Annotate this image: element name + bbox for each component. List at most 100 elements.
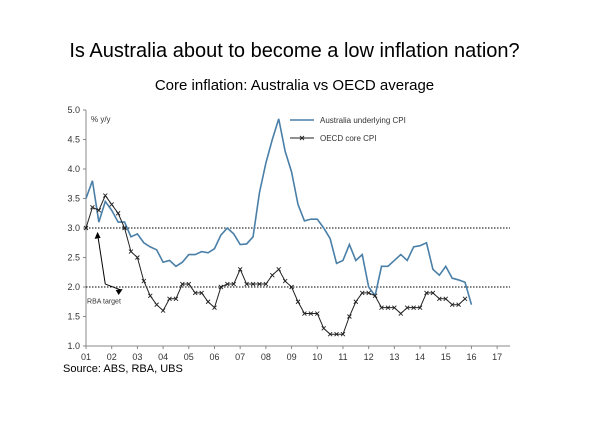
data-point-oecd [173, 296, 179, 302]
x-tick-label: 12 [364, 352, 374, 362]
data-point-oecd [147, 293, 153, 299]
data-point-oecd [430, 290, 436, 296]
chart-title: Is Australia about to become a low infla… [69, 40, 520, 62]
data-point-oecd [205, 299, 211, 305]
x-tick-label: 02 [107, 352, 117, 362]
data-point-oecd [456, 302, 461, 308]
data-point-oecd [237, 266, 243, 272]
data-point-oecd [392, 305, 397, 310]
data-point-oecd [366, 290, 371, 296]
data-point-oecd [269, 272, 275, 278]
annotation-arrowhead [94, 231, 101, 239]
data-point-oecd [102, 193, 108, 198]
x-tick-label: 17 [492, 352, 502, 362]
source-note: Source: ABS, RBA, UBS [63, 363, 183, 375]
data-point-oecd [186, 281, 192, 287]
data-point-oecd [353, 299, 359, 305]
data-point-oecd [372, 293, 378, 299]
data-point-oecd [308, 311, 314, 316]
data-point-oecd [180, 281, 185, 287]
data-point-oecd [295, 299, 301, 305]
y-tick-label: 4.0 [67, 164, 80, 174]
data-point-oecd [96, 207, 102, 213]
data-point-oecd [83, 225, 89, 231]
data-point-oecd [302, 311, 307, 316]
data-point-oecd [212, 305, 217, 310]
legend-marker-oecd [299, 135, 305, 141]
data-point-oecd [321, 325, 327, 331]
data-point-oecd [128, 249, 134, 254]
y-tick-label: 1.0 [67, 341, 80, 351]
data-point-oecd [160, 308, 166, 313]
data-point-oecd [90, 205, 95, 210]
data-point-oecd [289, 284, 294, 290]
annotation-arrow [97, 233, 106, 285]
data-point-oecd [282, 278, 288, 284]
data-point-oecd [192, 290, 198, 296]
data-point-oecd [385, 305, 391, 310]
y-tick-label: 4.5 [67, 135, 80, 145]
y-axis-label: % y/y [91, 115, 111, 124]
legend-label-australia: Australia underlying CPI [320, 116, 406, 125]
y-tick-label: 1.5 [67, 312, 80, 322]
x-tick-label: 09 [287, 352, 297, 362]
x-tick-label: 14 [415, 352, 425, 362]
data-point-oecd [398, 311, 404, 316]
data-point-oecd [379, 305, 384, 310]
x-tick-label: 11 [338, 352, 347, 362]
data-point-oecd [263, 281, 269, 287]
data-point-oecd [404, 305, 410, 310]
series-line-oecd [85, 194, 466, 335]
y-tick-label: 2.5 [67, 253, 80, 263]
data-point-oecd [417, 305, 423, 310]
x-tick-label: 16 [466, 352, 476, 362]
data-point-oecd [276, 266, 282, 272]
y-tick-label: 3.0 [67, 223, 80, 233]
x-tick-label: 01 [81, 352, 91, 362]
y-tick-label: 5.0 [67, 105, 80, 115]
data-point-oecd [340, 331, 346, 337]
x-tick-label: 03 [132, 352, 142, 362]
data-point-oecd [244, 281, 249, 287]
data-point-oecd [314, 311, 320, 316]
data-point-oecd [141, 278, 147, 284]
data-point-oecd [327, 331, 333, 337]
data-point-oecd [167, 296, 172, 302]
data-point-oecd [135, 255, 140, 260]
data-point-oecd [257, 281, 262, 287]
x-tick-label: 07 [235, 352, 245, 362]
data-point-oecd [443, 296, 449, 302]
data-point-oecd [359, 290, 365, 296]
data-point-oecd [231, 281, 237, 287]
data-point-oecd [218, 284, 224, 290]
data-point-oecd [154, 302, 159, 308]
y-tick-label: 2.0 [67, 282, 80, 292]
annotation-arrowhead [115, 288, 123, 295]
data-point-oecd [437, 296, 442, 302]
y-tick-label: 3.5 [67, 194, 80, 204]
x-tick-label: 08 [261, 352, 271, 362]
data-point-oecd [347, 314, 352, 319]
data-point-oecd [424, 290, 429, 296]
x-tick-label: 05 [184, 352, 194, 362]
data-point-oecd [199, 290, 204, 296]
x-tick-label: 04 [158, 352, 168, 362]
x-tick-label: 13 [389, 352, 399, 362]
x-tick-label: 10 [312, 352, 322, 362]
data-point-oecd [115, 210, 121, 216]
annotation-label: RBA target [87, 299, 121, 306]
data-point-oecd [449, 302, 455, 308]
data-point-oecd [462, 296, 468, 302]
annotation-arrow [105, 283, 121, 291]
chart-subtitle: Core inflation: Australia vs OECD averag… [154, 77, 435, 94]
data-point-oecd [334, 331, 339, 337]
x-tick-label: 15 [441, 352, 451, 362]
data-point-oecd [122, 225, 127, 231]
data-point-oecd [411, 305, 416, 310]
series-line-australia [85, 118, 473, 305]
data-point-oecd [250, 281, 256, 287]
x-tick-label: 06 [209, 352, 219, 362]
legend-label-oecd: OECD core CPI [320, 134, 376, 143]
data-point-oecd [109, 202, 115, 207]
